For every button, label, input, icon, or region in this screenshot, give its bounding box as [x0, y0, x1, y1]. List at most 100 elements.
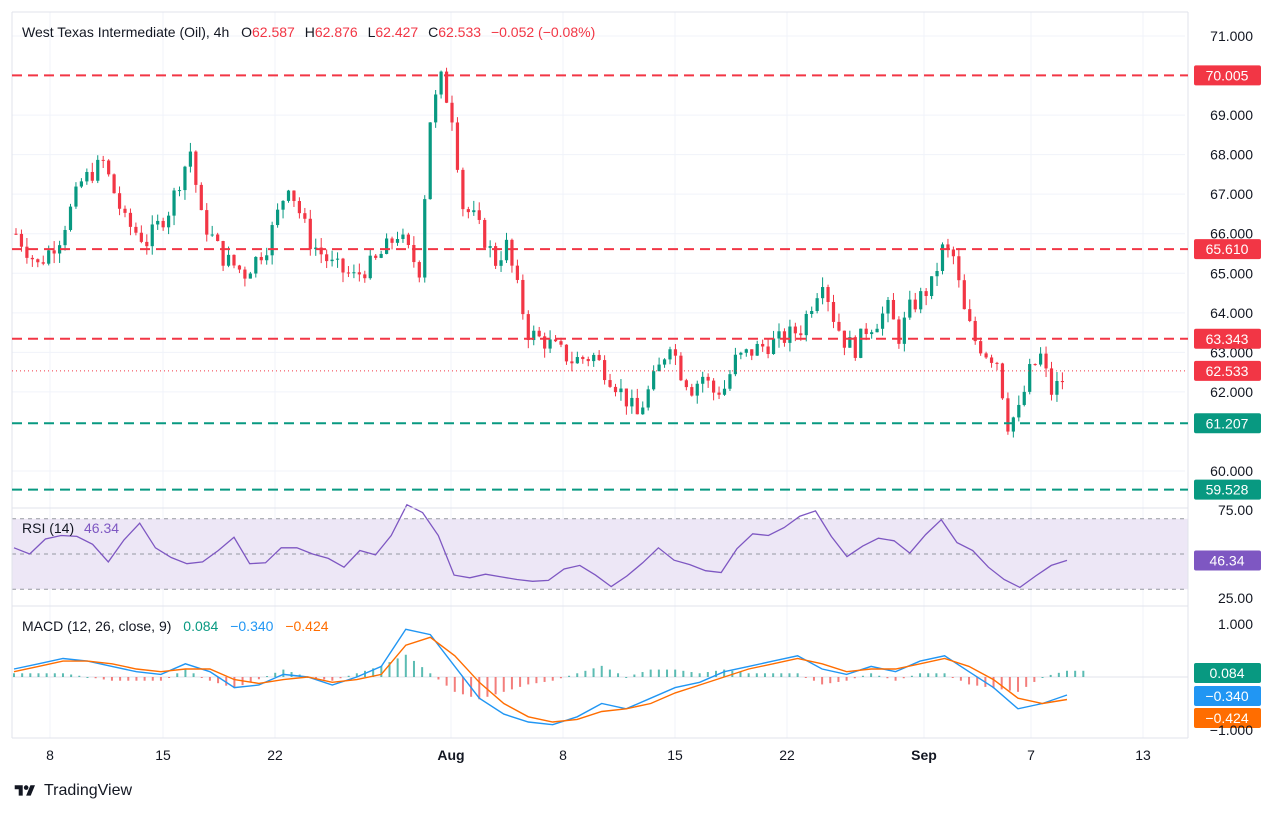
candle-body: [30, 257, 34, 260]
candle-body: [1006, 398, 1010, 432]
candle-body: [548, 339, 552, 349]
candle-body: [1049, 368, 1054, 395]
macd-hist-bar: [527, 677, 530, 685]
candle-body: [521, 279, 525, 315]
candle-body: [733, 354, 737, 375]
change-value: −0.052 (−0.08%): [491, 24, 595, 40]
macd-hist-bar: [1017, 677, 1020, 692]
candle-body: [52, 250, 56, 254]
candle-body: [564, 344, 569, 362]
macd-hist-bar: [796, 673, 799, 677]
candle-body: [837, 321, 841, 331]
candle-body: [586, 359, 590, 362]
level-badge: [1194, 239, 1261, 260]
candle-body: [646, 389, 650, 408]
candle-body: [341, 258, 345, 273]
candle-body: [924, 291, 928, 297]
price-tick-label: 67.000: [1210, 186, 1253, 202]
macd-hist-bar: [110, 677, 113, 681]
candle-body: [641, 407, 645, 415]
macd-hist-bar: [812, 677, 815, 681]
macd-hist-bar: [429, 673, 432, 677]
macd-hist-bar: [535, 677, 538, 684]
candle-body: [183, 166, 187, 191]
macd-hist-bar: [61, 673, 64, 677]
macd-hist-bar: [641, 672, 644, 677]
price-tick-label: 66.000: [1210, 226, 1253, 242]
candle-body: [434, 94, 438, 123]
macd-hist-bar: [666, 669, 669, 677]
candle-body: [728, 374, 732, 389]
macd-hist-bar: [290, 672, 293, 677]
candle-body: [461, 169, 465, 210]
candle-body: [570, 361, 574, 364]
candle-body: [815, 298, 819, 312]
candle-body: [766, 346, 770, 355]
macd-hist-bar: [763, 673, 766, 677]
macd-title: MACD (12, 26, close, 9): [22, 618, 171, 634]
macd-hist-bar: [192, 673, 195, 677]
price-tick-label: 62.000: [1210, 384, 1253, 400]
candle-body: [608, 380, 612, 387]
macd-hist-bar: [910, 675, 913, 677]
macd-tick-label: −1.000: [1210, 722, 1253, 738]
macd-hist-bar: [1008, 677, 1011, 691]
candle-body: [630, 397, 634, 407]
macd-hist-bar: [437, 677, 440, 680]
candle-body: [1011, 417, 1015, 432]
candle-body: [973, 320, 977, 342]
candle-body: [880, 313, 885, 329]
macd-hist-bar: [976, 677, 979, 686]
candle-body: [510, 239, 514, 266]
candle-body: [325, 254, 329, 262]
candle-body: [581, 357, 585, 360]
macd-hist-bar: [608, 669, 611, 677]
macd-hist-bar: [861, 675, 864, 677]
candle-body: [412, 244, 416, 263]
macd-hist-bar: [266, 676, 269, 678]
level-badge-label: 59.528: [1206, 482, 1249, 498]
candle-body: [308, 218, 312, 250]
candle-body: [930, 276, 934, 297]
macd-hist-bar: [355, 673, 358, 677]
macd-hist-bar: [951, 677, 954, 678]
candle-body: [177, 190, 182, 192]
macd-hist-bar: [200, 677, 203, 678]
macd-hist-bar: [510, 677, 513, 690]
candle-body: [526, 314, 530, 341]
macd-hist-bar: [853, 677, 856, 679]
macd-hist-bar: [347, 675, 350, 677]
x-tick-label: 22: [267, 747, 283, 763]
macd-hist-bar: [53, 673, 56, 677]
macd-line-legend: −0.340: [230, 618, 273, 634]
macd-hist-bar: [1049, 674, 1052, 677]
macd-hist-bar: [617, 673, 620, 677]
candle-body: [466, 209, 470, 213]
x-tick-label: 15: [155, 747, 171, 763]
candle-body: [226, 254, 231, 266]
legend-header: West Texas Intermediate (Oil), 4h O62.58…: [22, 24, 595, 40]
candle-body: [902, 317, 906, 344]
rsi-tick-label: 25.00: [1218, 590, 1253, 606]
tradingview-brand[interactable]: TradingView: [12, 782, 132, 800]
macd-hist-bar: [723, 669, 726, 677]
candle-body: [314, 247, 318, 250]
candle-body: [1055, 380, 1059, 395]
macd-hist-bar: [45, 673, 48, 677]
candle-body: [619, 388, 623, 393]
candle-body: [205, 210, 209, 235]
macd-hist-bar: [625, 677, 628, 678]
macd-hist-bar: [1074, 670, 1077, 677]
level-badge-label: 65.610: [1206, 241, 1249, 257]
candle-body: [368, 255, 372, 279]
macd-hist-bar: [1033, 677, 1036, 682]
macd-hist-bar: [935, 673, 938, 677]
candle-body: [330, 259, 334, 262]
candle-body: [128, 212, 133, 227]
macd-hist-bar: [135, 677, 138, 681]
price-tick-label: 64.000: [1210, 305, 1253, 321]
candle-body: [401, 234, 405, 240]
high-value: 62.876: [315, 24, 358, 40]
candle-body: [363, 274, 367, 279]
